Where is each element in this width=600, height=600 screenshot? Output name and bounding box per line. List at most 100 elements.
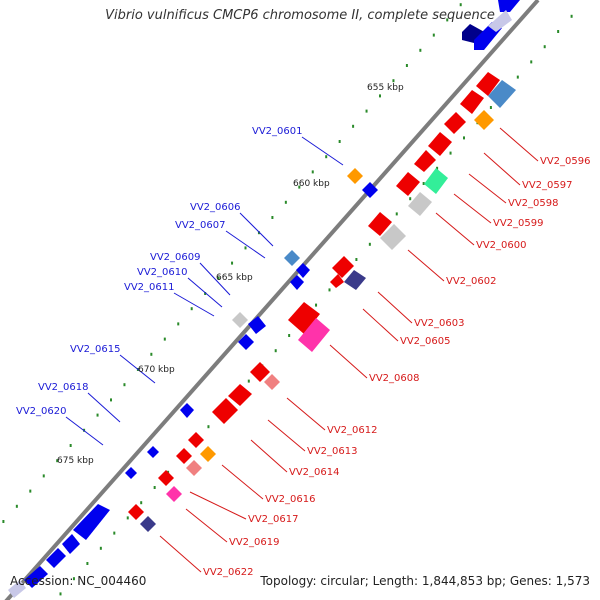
gene-vv2-0597-b[interactable] bbox=[474, 110, 494, 130]
tick-mark bbox=[140, 501, 143, 505]
gene-vv2-0612[interactable] bbox=[250, 362, 270, 382]
gene-label-vv2-0618[interactable]: VV2_0618 bbox=[38, 382, 89, 393]
gene-vv2-0602-b[interactable] bbox=[380, 224, 406, 250]
gene-forward-top4[interactable] bbox=[488, 10, 512, 32]
tick-mark bbox=[338, 140, 341, 143]
gene-label-vv2-0612[interactable]: VV2_0612 bbox=[327, 425, 378, 436]
gene-vv2-0603[interactable] bbox=[332, 256, 354, 278]
gene-vv2-0608[interactable] bbox=[288, 302, 320, 334]
gene-vv2-0600-c[interactable] bbox=[408, 192, 432, 216]
tick-marks bbox=[2, 3, 573, 596]
gene-vv2-0597[interactable] bbox=[460, 90, 484, 114]
gene-vv2-0617-b[interactable] bbox=[158, 470, 174, 486]
gene-label-vv2-0611[interactable]: VV2_0611 bbox=[124, 282, 175, 293]
gene-label-vv2-0615[interactable]: VV2_0615 bbox=[70, 344, 121, 355]
gene-vv2-0615[interactable] bbox=[180, 403, 194, 418]
gene-vv2-0616-c[interactable] bbox=[176, 448, 192, 464]
gene-vv2-0603-b[interactable] bbox=[330, 274, 344, 288]
gene-label-vv2-0620[interactable]: VV2_0620 bbox=[16, 406, 67, 417]
gene-forward-b5[interactable] bbox=[8, 580, 26, 598]
gene-label-vv2-0622[interactable]: VV2_0622 bbox=[203, 567, 254, 578]
gene-vv2-0596[interactable] bbox=[476, 72, 500, 96]
gene-label-vv2-0602[interactable]: VV2_0602 bbox=[446, 276, 497, 287]
tick-mark bbox=[231, 261, 234, 265]
label-leader-line bbox=[221, 464, 264, 500]
label-leader-line bbox=[453, 193, 492, 224]
backbone bbox=[4, 0, 540, 600]
gene-vv2-0599-b[interactable] bbox=[424, 168, 448, 194]
gene-label-vv2-0600[interactable]: VV2_0600 bbox=[476, 240, 527, 251]
gene-forward-top1[interactable] bbox=[498, 0, 520, 12]
gene-label-vv2-0609[interactable]: VV2_0609 bbox=[150, 252, 201, 263]
tick-mark bbox=[379, 94, 381, 98]
gene-label-vv2-0608[interactable]: VV2_0608 bbox=[369, 373, 420, 384]
gene-label-vv2-0603[interactable]: VV2_0603 bbox=[414, 318, 465, 329]
gene-vv2-0616[interactable] bbox=[188, 432, 204, 448]
gene-label-vv2-0596[interactable]: VV2_0596 bbox=[540, 156, 591, 167]
gene-vv2-0598[interactable] bbox=[444, 112, 466, 134]
gene-vv2-0620[interactable] bbox=[125, 467, 137, 479]
gene-forward-b4[interactable] bbox=[24, 566, 48, 588]
gene-forward-b1[interactable] bbox=[73, 504, 110, 540]
tick-mark bbox=[436, 166, 439, 170]
tick-mark bbox=[355, 258, 358, 261]
gene-label-vv2-0613[interactable]: VV2_0613 bbox=[307, 446, 358, 457]
label-leader-line bbox=[173, 292, 215, 317]
gene-vv2-0601-box[interactable] bbox=[347, 168, 363, 184]
tick-mark bbox=[86, 562, 89, 565]
label-leader-line bbox=[407, 249, 445, 282]
label-leader-line bbox=[286, 397, 326, 431]
gene-vv2-0596-b[interactable] bbox=[488, 80, 516, 108]
tick-mark bbox=[204, 292, 207, 295]
gene-vv2-0616-b[interactable] bbox=[200, 446, 216, 462]
tick-mark bbox=[247, 379, 250, 383]
gene-vv2-0599[interactable] bbox=[428, 132, 452, 156]
gene-vv2-0610[interactable] bbox=[248, 316, 266, 334]
tick-mark bbox=[463, 136, 465, 140]
label-leader-line bbox=[250, 439, 288, 473]
gene-vv2-0600[interactable] bbox=[414, 150, 436, 172]
gene-vv2-0614[interactable] bbox=[212, 398, 238, 424]
gene-vv2-0617[interactable] bbox=[186, 460, 202, 476]
gene-vv2-0613[interactable] bbox=[228, 384, 252, 406]
tick-mark bbox=[449, 151, 452, 155]
gene-label-vv2-0606[interactable]: VV2_0606 bbox=[190, 202, 241, 213]
gene-vv2-0612-b[interactable] bbox=[264, 374, 280, 390]
gene-label-vv2-0597[interactable]: VV2_0597 bbox=[522, 180, 573, 191]
gene-label-vv2-0598[interactable]: VV2_0598 bbox=[508, 198, 559, 209]
gene-vv2-0618[interactable] bbox=[147, 446, 159, 458]
gene-vv2-0619[interactable] bbox=[166, 486, 182, 502]
gene-label-vv2-0607[interactable]: VV2_0607 bbox=[175, 220, 226, 231]
gene-vv2-0607[interactable] bbox=[296, 263, 310, 278]
gene-vv2-0609[interactable] bbox=[232, 312, 248, 328]
label-leader-line bbox=[65, 416, 104, 446]
gene-label-vv2-0599[interactable]: VV2_0599 bbox=[493, 218, 544, 229]
gene-vv2-0600-b[interactable] bbox=[396, 172, 420, 196]
gene-vv2-0608-b[interactable] bbox=[298, 318, 330, 352]
gene-vv2-0607b[interactable] bbox=[290, 275, 304, 290]
gene-vv2-0601[interactable] bbox=[362, 182, 378, 198]
gene-label-vv2-0614[interactable]: VV2_0614 bbox=[289, 467, 340, 478]
gene-vv2-0622[interactable] bbox=[128, 504, 144, 520]
tick-mark bbox=[69, 444, 72, 447]
tick-mark bbox=[489, 106, 492, 109]
gene-vv2-0605[interactable] bbox=[344, 270, 366, 290]
gene-label-vv2-0616[interactable]: VV2_0616 bbox=[265, 494, 316, 505]
gene-label-vv2-0617[interactable]: VV2_0617 bbox=[248, 514, 299, 525]
label-leader-line bbox=[239, 212, 274, 247]
gene-label-vv2-0601[interactable]: VV2_0601 bbox=[252, 126, 303, 137]
tick-mark bbox=[190, 307, 193, 311]
gene-vv2-0606[interactable] bbox=[284, 250, 300, 266]
gene-label-vv2-0605[interactable]: VV2_0605 bbox=[400, 336, 451, 347]
gene-vv2-0622-b[interactable] bbox=[140, 516, 156, 532]
tick-mark bbox=[99, 546, 102, 550]
tick-mark bbox=[163, 337, 166, 341]
gene-label-vv2-0619[interactable]: VV2_0619 bbox=[229, 537, 280, 548]
gene-forward-b2[interactable] bbox=[62, 534, 80, 554]
gene-label-vv2-0610[interactable]: VV2_0610 bbox=[137, 267, 188, 278]
gene-vv2-0602[interactable] bbox=[368, 212, 392, 236]
gene-vv2-0611[interactable] bbox=[238, 334, 254, 350]
gene-forward-b3[interactable] bbox=[46, 548, 66, 568]
label-leader-line bbox=[87, 392, 121, 423]
